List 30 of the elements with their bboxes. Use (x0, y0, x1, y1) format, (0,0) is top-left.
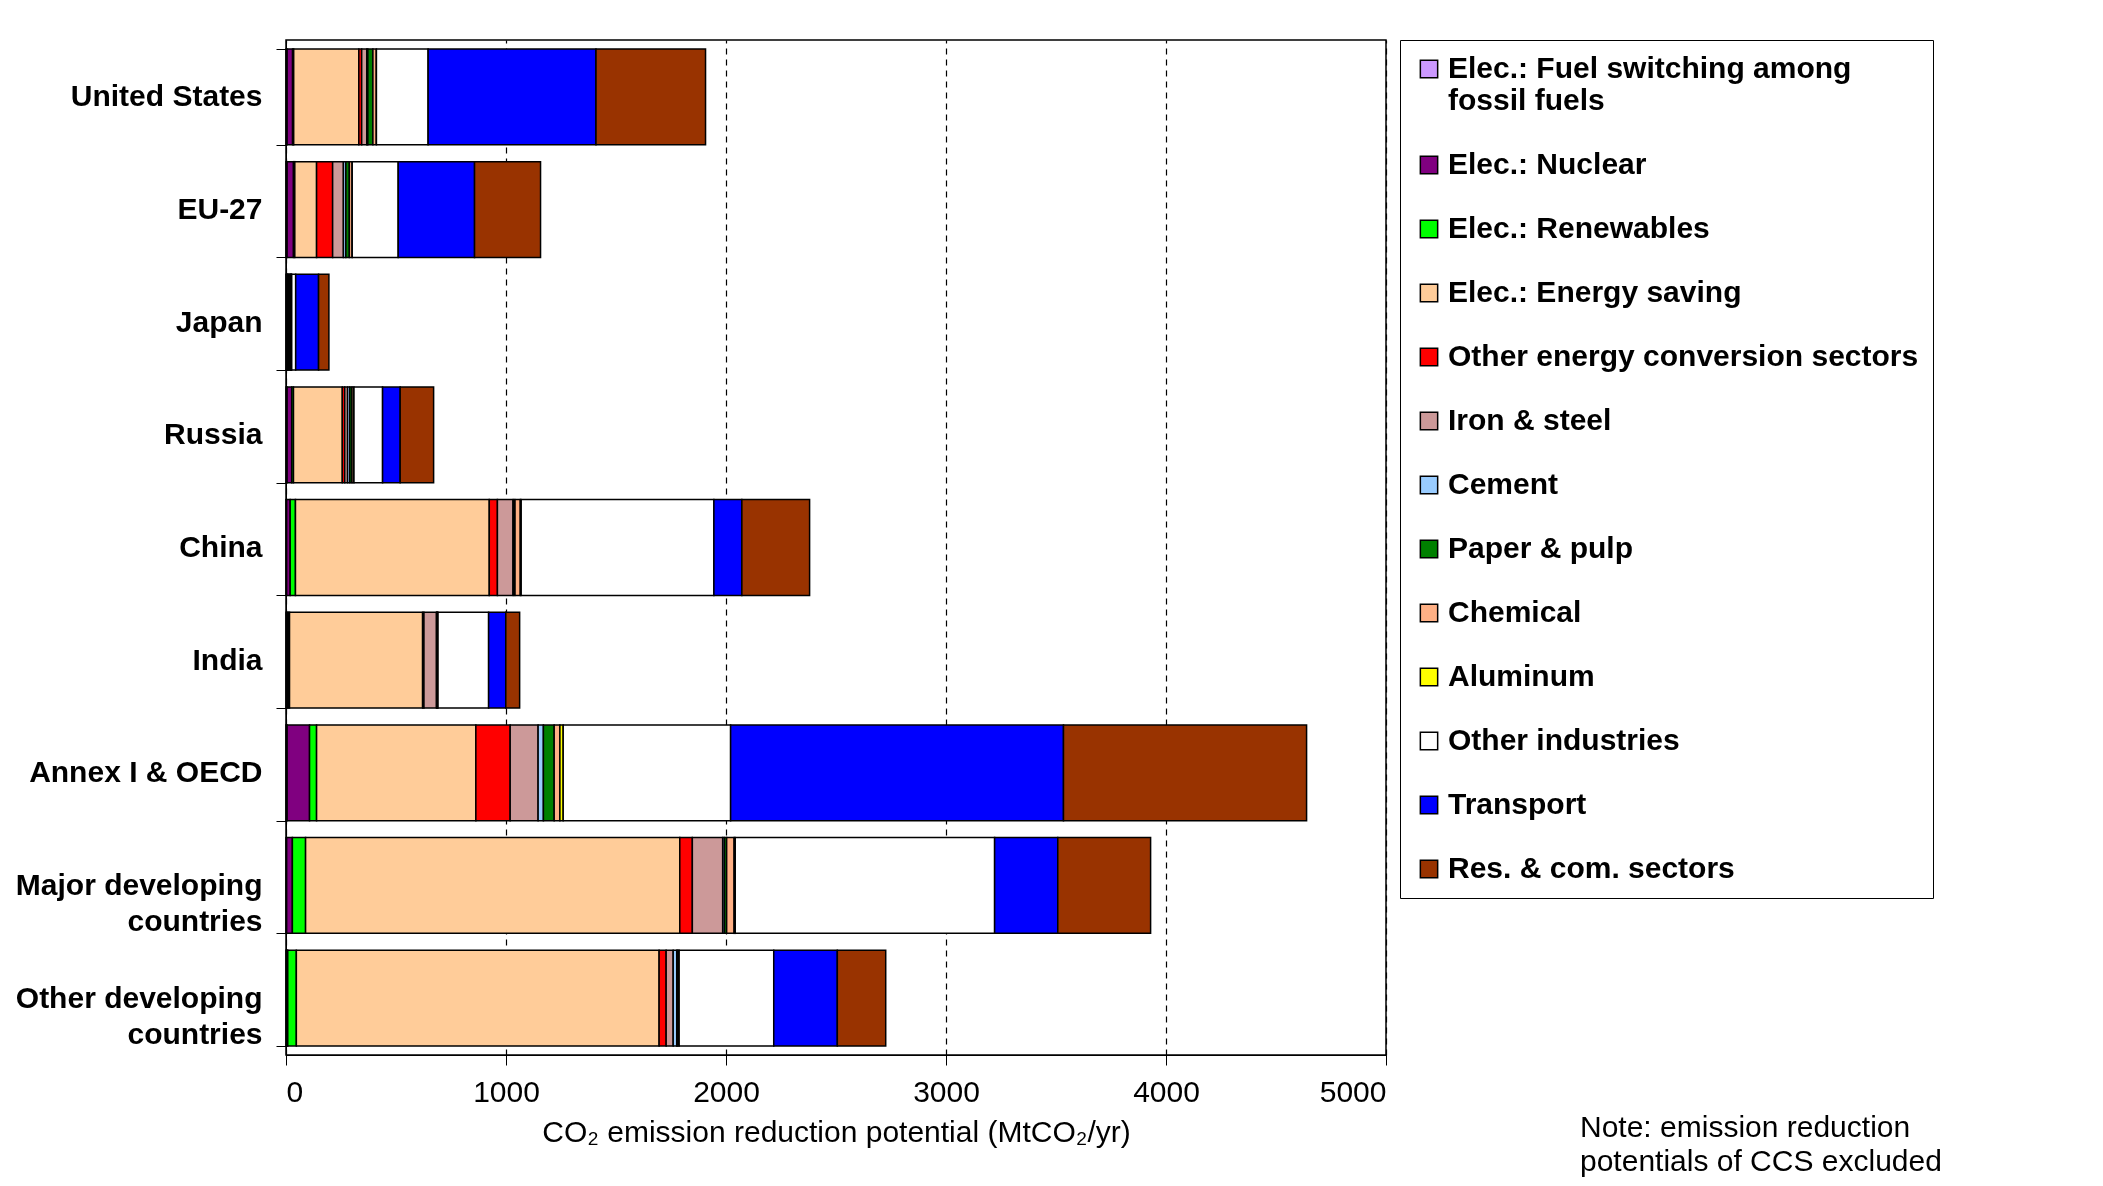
x-axis-title: CO₂ emission reduction potential (MtCO₂/yr) (542, 1114, 1131, 1148)
legend-label: Elec.: Renewables (1448, 211, 1710, 244)
x-tick-label: 3000 (913, 1074, 980, 1108)
legend-label: Paper & pulp (1448, 531, 1634, 564)
x-tick-label: 0 (286, 1074, 304, 1108)
legend-label: Res. & com. sectors (1448, 851, 1735, 884)
y-tick-label: India (192, 642, 263, 676)
legend-label: Elec.: Energy saving (1448, 275, 1742, 308)
y-tick-label: Japan (175, 304, 263, 338)
y-tick-label: Other developing countries (15, 980, 263, 1050)
legend-label: Cement (1448, 467, 1559, 500)
y-tick-label: China (179, 530, 263, 563)
y-tick-label: Major developing countries (15, 867, 263, 937)
legend-label: Other industries (1448, 723, 1680, 756)
legend-label: Aluminum (1448, 659, 1595, 692)
y-tick-label: United States (70, 79, 263, 113)
x-tick-label: 1000 (473, 1074, 540, 1108)
text: Note: emission reduction potentials of CCS excluded (1580, 1110, 1943, 1178)
y-tick-label: Annex I & OECD (29, 755, 263, 789)
legend-label: Elec.: Fuel switching among fossil fuels (1448, 51, 1852, 116)
y-tick-label: Russia (164, 417, 263, 451)
x-tick-label: 5000 (1319, 1074, 1387, 1108)
legend-label: Transport (1448, 787, 1587, 820)
legend-label: Elec.: Nuclear (1448, 147, 1647, 180)
legend-label: Chemical (1448, 595, 1582, 628)
y-tick-label: EU-27 (177, 192, 263, 226)
x-tick-label: 4000 (1133, 1074, 1200, 1108)
x-tick-label: 2000 (693, 1074, 760, 1108)
legend-label: Iron & steel (1448, 403, 1612, 436)
legend-label: Other energy conversion sectors (1448, 339, 1919, 372)
